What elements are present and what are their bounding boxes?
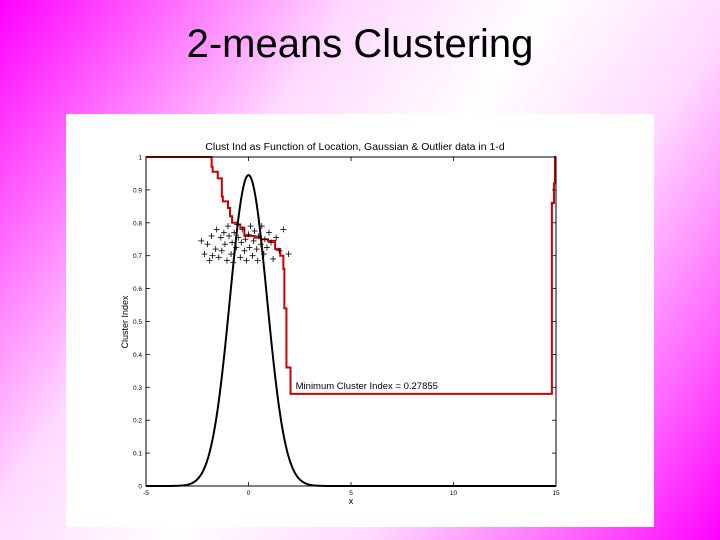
cluster-index-chart: Clust Ind as Function of Location, Gauss… xyxy=(120,141,560,506)
y-tick-label: 0.5 xyxy=(133,319,142,326)
y-tick-label: 0.2 xyxy=(133,418,142,425)
data-point-marker xyxy=(263,244,270,251)
data-point-marker xyxy=(213,226,220,233)
data-point-marker xyxy=(257,241,264,248)
data-point-marker xyxy=(229,239,236,246)
min-cluster-index-annotation: Minimum Cluster Index = 0.27855 xyxy=(296,381,438,392)
data-point-marker xyxy=(266,229,272,236)
data-point-marker xyxy=(280,226,287,233)
data-point-marker xyxy=(204,241,211,248)
slide-title: 2-means Clustering xyxy=(186,22,534,66)
chart-title: Clust Ind as Function of Location, Gauss… xyxy=(205,141,505,153)
y-tick-label: 0 xyxy=(138,484,142,491)
chart-panel: Clust Ind as Function of Location, Gauss… xyxy=(66,114,654,527)
x-tick-label: 5 xyxy=(349,490,353,497)
data-point-marker xyxy=(234,221,241,228)
data-point-marker xyxy=(230,259,237,266)
y-tick-label: 1 xyxy=(138,155,142,162)
data-point-marker xyxy=(226,232,233,239)
data-point-marker xyxy=(218,247,225,254)
data-point-marker xyxy=(261,236,268,243)
data-point-marker xyxy=(212,246,219,253)
data-point-marker xyxy=(273,234,280,241)
data-point-marker xyxy=(243,257,250,264)
data-point-marker xyxy=(241,247,248,254)
data-point-marker xyxy=(217,234,224,241)
data-point-marker xyxy=(208,232,215,239)
y-tick-label: 0.8 xyxy=(133,220,142,227)
data-point-marker xyxy=(209,252,216,259)
data-point-marker xyxy=(242,236,249,243)
scatter-points xyxy=(198,221,292,266)
data-point-marker xyxy=(233,244,240,251)
data-point-marker xyxy=(285,251,292,258)
data-point-marker xyxy=(247,223,254,230)
data-point-marker xyxy=(223,257,230,264)
plot-curves xyxy=(146,156,556,487)
cluster-index-step-line xyxy=(146,156,556,395)
x-tick-label: 0 xyxy=(247,490,251,497)
data-point-marker xyxy=(249,252,256,259)
data-point-marker xyxy=(237,254,244,261)
y-tick-label: 0.9 xyxy=(133,187,142,194)
x-axis-label: x xyxy=(349,496,354,506)
data-point-marker xyxy=(215,254,222,261)
data-point-marker xyxy=(225,223,231,230)
gaussian-density-curve xyxy=(146,174,556,487)
plot-frame xyxy=(145,156,557,487)
y-tick-label: 0.7 xyxy=(133,253,142,260)
data-point-marker xyxy=(220,229,227,236)
data-point-marker xyxy=(268,239,275,246)
data-point-marker xyxy=(235,234,242,241)
data-point-marker xyxy=(251,228,258,235)
data-point-marker xyxy=(254,257,261,264)
data-point-marker xyxy=(245,231,252,238)
data-point-marker xyxy=(231,229,238,236)
data-point-marker xyxy=(258,223,265,230)
data-point-marker xyxy=(198,237,205,244)
data-point-marker xyxy=(253,246,260,253)
data-point-marker xyxy=(228,251,235,258)
x-tick-label: 15 xyxy=(552,490,560,497)
x-tick-label: -5 xyxy=(143,490,149,497)
y-tick-label: 0.4 xyxy=(133,352,142,359)
data-point-marker xyxy=(276,247,283,254)
y-tick-label: 0.3 xyxy=(133,385,142,392)
data-point-marker xyxy=(238,239,245,246)
data-point-marker xyxy=(206,257,213,264)
data-point-marker xyxy=(270,255,277,262)
data-point-marker xyxy=(246,244,253,251)
x-tick-label: 10 xyxy=(450,490,458,497)
y-tick-label: 0.6 xyxy=(133,286,142,293)
data-point-marker xyxy=(221,241,228,248)
data-point-marker xyxy=(239,226,246,233)
data-point-marker xyxy=(201,251,208,258)
y-tick-label: 0.1 xyxy=(133,451,142,458)
data-point-marker xyxy=(250,237,257,244)
y-axis-label: Cluster Index xyxy=(120,295,130,349)
data-point-marker xyxy=(255,232,262,239)
data-point-marker xyxy=(260,251,267,258)
